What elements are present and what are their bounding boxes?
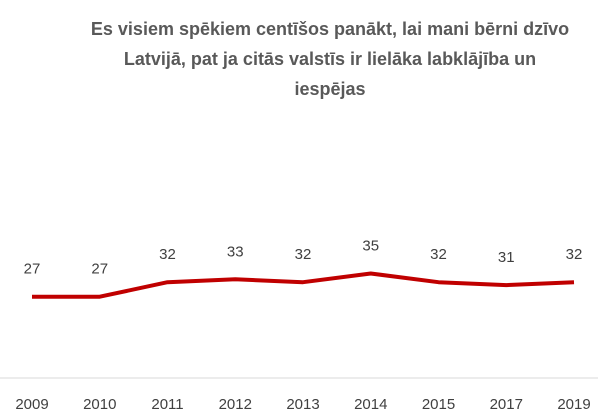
x-tick-label: 2019 <box>557 396 590 413</box>
data-label: 32 <box>295 246 312 263</box>
data-line <box>32 271 575 299</box>
data-label: 27 <box>24 261 41 278</box>
data-label: 35 <box>362 237 379 254</box>
x-tick-label: 2013 <box>286 396 319 413</box>
x-tick-label: 2014 <box>354 396 387 413</box>
chart-title: Es visiem spēkiem centīšos panākt, lai m… <box>90 19 570 99</box>
x-tick-label: 2012 <box>219 396 252 413</box>
data-label: 27 <box>91 261 108 278</box>
data-label: 33 <box>227 243 244 260</box>
data-label: 32 <box>430 246 447 263</box>
data-label: 31 <box>498 249 515 266</box>
x-tick-label: 2009 <box>15 396 48 413</box>
x-tick-label: 2015 <box>422 396 455 413</box>
x-tick-label: 2017 <box>490 396 523 413</box>
x-tick-label: 2010 <box>83 396 116 413</box>
x-tick-label: 2011 <box>151 396 183 413</box>
data-label: 32 <box>159 246 176 263</box>
data-label: 32 <box>566 246 583 263</box>
